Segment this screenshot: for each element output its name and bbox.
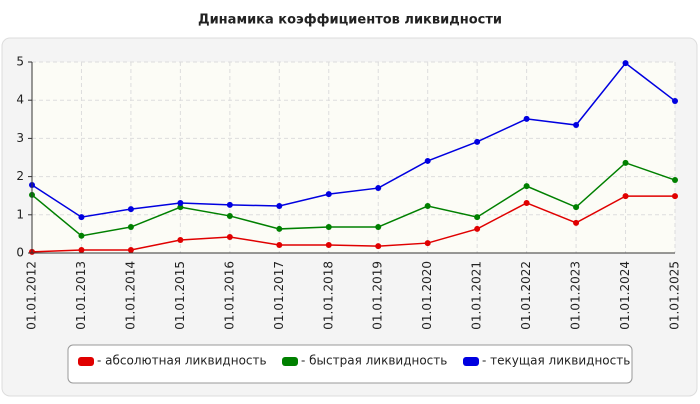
point [226, 212, 233, 219]
x-tick-label: 01.01.2020 [420, 261, 434, 330]
x-tick-label: 01.01.2012 [25, 261, 39, 330]
point [672, 97, 678, 104]
point [78, 214, 85, 221]
x-tick-label: 01.01.2014 [123, 261, 137, 330]
point [622, 60, 629, 67]
series-line [31, 195, 675, 253]
x-tick-label: 01.01.2025 [668, 261, 682, 330]
point [622, 193, 629, 200]
point [177, 204, 184, 211]
legend-label: - абсолютная ликвидность [97, 354, 267, 368]
x-tick-label: 01.01.2015 [173, 261, 187, 330]
point [127, 206, 134, 213]
y-tick-label: 3 [16, 131, 24, 145]
point [325, 241, 332, 248]
point [622, 159, 629, 166]
y-tick-label: 4 [16, 93, 24, 107]
x-tick-label: 01.01.2023 [569, 261, 583, 330]
point [276, 203, 283, 210]
legend-swatch [463, 357, 479, 366]
series-line [31, 62, 676, 218]
point [424, 240, 431, 247]
x-tick-label: 01.01.2016 [222, 261, 236, 330]
legend-swatch [282, 357, 298, 366]
point [177, 199, 184, 206]
plot-area [32, 62, 675, 253]
point [375, 185, 382, 192]
point [325, 191, 332, 198]
y-tick-label: 1 [16, 207, 24, 221]
x-tick-label: 01.01.2021 [470, 261, 484, 330]
point [177, 237, 184, 244]
point [276, 225, 283, 232]
point [226, 233, 233, 240]
x-tick-label: 01.01.2022 [519, 261, 533, 330]
point [127, 246, 134, 253]
point [424, 157, 431, 164]
point [474, 138, 481, 145]
chart-title: Динамика коэффициентов ликвидности [198, 13, 502, 28]
point [375, 224, 382, 231]
point [226, 201, 233, 208]
point [276, 241, 283, 248]
legend [67, 344, 633, 384]
x-tick-label: 01.01.2019 [371, 261, 385, 330]
legend-swatch [78, 357, 94, 366]
x-tick-label: 01.01.2018 [321, 261, 335, 330]
x-tick-label: 01.01.2017 [272, 261, 286, 330]
point [325, 224, 332, 231]
point [523, 199, 530, 206]
y-tick-label: 5 [16, 55, 24, 69]
point [424, 203, 431, 210]
point [523, 183, 530, 190]
point [474, 214, 481, 221]
point [474, 225, 481, 232]
x-tick-label: 01.01.2013 [74, 261, 88, 330]
legend-label: - текущая ликвидность [482, 354, 630, 368]
point [523, 115, 530, 122]
point [375, 243, 382, 250]
x-tick-label: 01.01.2024 [618, 261, 632, 330]
legend-label: - быстрая ликвидность [301, 354, 447, 368]
point [78, 246, 85, 253]
point [672, 193, 678, 200]
point [573, 204, 580, 211]
point [127, 224, 134, 231]
series-line [31, 161, 676, 237]
point [672, 177, 678, 184]
point [573, 122, 580, 129]
y-tick-label: 0 [16, 246, 24, 260]
point [78, 232, 85, 239]
y-tick-label: 2 [16, 169, 24, 183]
point [573, 219, 580, 226]
